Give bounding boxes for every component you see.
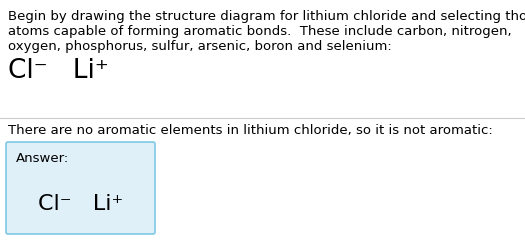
FancyBboxPatch shape — [6, 142, 155, 234]
Text: oxygen, phosphorus, sulfur, arsenic, boron and selenium:: oxygen, phosphorus, sulfur, arsenic, bor… — [8, 40, 392, 53]
Text: Begin by drawing the structure diagram for lithium chloride and selecting those: Begin by drawing the structure diagram f… — [8, 10, 525, 23]
Text: Answer:: Answer: — [16, 152, 69, 165]
Text: atoms capable of forming aromatic bonds.  These include carbon, nitrogen,: atoms capable of forming aromatic bonds.… — [8, 25, 512, 38]
Text: There are no aromatic elements in lithium chloride, so it is not aromatic:: There are no aromatic elements in lithiu… — [8, 124, 493, 137]
Text: Cl⁻   Li⁺: Cl⁻ Li⁺ — [38, 194, 123, 214]
Text: Cl⁻   Li⁺: Cl⁻ Li⁺ — [8, 58, 109, 84]
